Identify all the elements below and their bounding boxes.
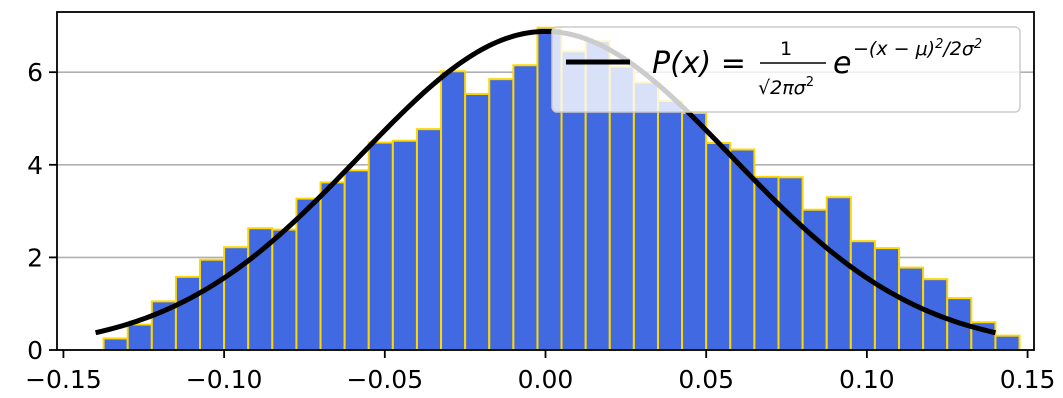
histogram-bar [681, 111, 708, 352]
histogram-bar [199, 258, 226, 352]
histogram-bar [271, 228, 298, 351]
legend-box [551, 26, 1021, 113]
y-axis-ticks: 0 2 4 6 [27, 58, 57, 365]
legend-denominator: √2πσ2 [758, 75, 814, 99]
x-tick-label: 0.15 [1000, 365, 1056, 394]
x-tick-label: −0.15 [25, 365, 102, 394]
histogram-bar [415, 128, 443, 351]
histogram-bar [994, 334, 1021, 352]
x-tick-label: −0.10 [186, 365, 263, 394]
histogram-bar [801, 208, 828, 351]
histogram-bar [488, 78, 515, 351]
y-tick-label: 4 [27, 151, 43, 180]
legend-exponent: −(x − μ)2/2σ2 [853, 37, 982, 60]
x-tick-label: 0.00 [518, 365, 574, 394]
histogram-bar [729, 148, 756, 351]
y-tick-label: 0 [27, 336, 43, 365]
histogram-bar [777, 176, 804, 351]
histogram-bar [873, 247, 901, 352]
y-tick-label: 6 [27, 58, 43, 87]
legend-lhs: P(x) = [652, 46, 746, 81]
legend-exp-base: e [833, 46, 851, 81]
histogram-bar [632, 81, 659, 351]
histogram-bar [102, 337, 129, 351]
legend-numerator: 1 [780, 38, 792, 60]
histogram-bar [440, 70, 467, 352]
histogram-bar [174, 275, 202, 352]
y-tick-label: 2 [27, 243, 43, 272]
histogram-bar [464, 92, 491, 351]
histogram-bar [343, 169, 370, 351]
histogram-bars [102, 26, 1021, 352]
histogram-bar [391, 139, 418, 351]
histogram-bar [319, 181, 346, 351]
histogram-bar [849, 240, 876, 352]
histogram-bar [126, 323, 153, 351]
legend: P(x) = 1 √2πσ2 e −(x − μ)2/2σ2 [551, 26, 1021, 113]
x-axis-ticks: −0.15 −0.10 −0.05 0.00 0.05 0.10 0.15 [25, 350, 1055, 394]
gaussian-curve-line [95, 28, 996, 336]
histogram-bar [512, 64, 539, 351]
histogram-bar [295, 197, 322, 351]
histogram-bar [656, 99, 684, 351]
histogram-bar [367, 141, 394, 351]
x-tick-label: 0.05 [678, 365, 734, 394]
x-tick-label: −0.05 [346, 365, 423, 394]
histogram-bar [705, 142, 732, 351]
histogram-bar [825, 196, 852, 351]
x-tick-label: 0.10 [839, 365, 895, 394]
legend-formula: P(x) = 1 √2πσ2 e −(x − μ)2/2σ2 [652, 37, 982, 99]
